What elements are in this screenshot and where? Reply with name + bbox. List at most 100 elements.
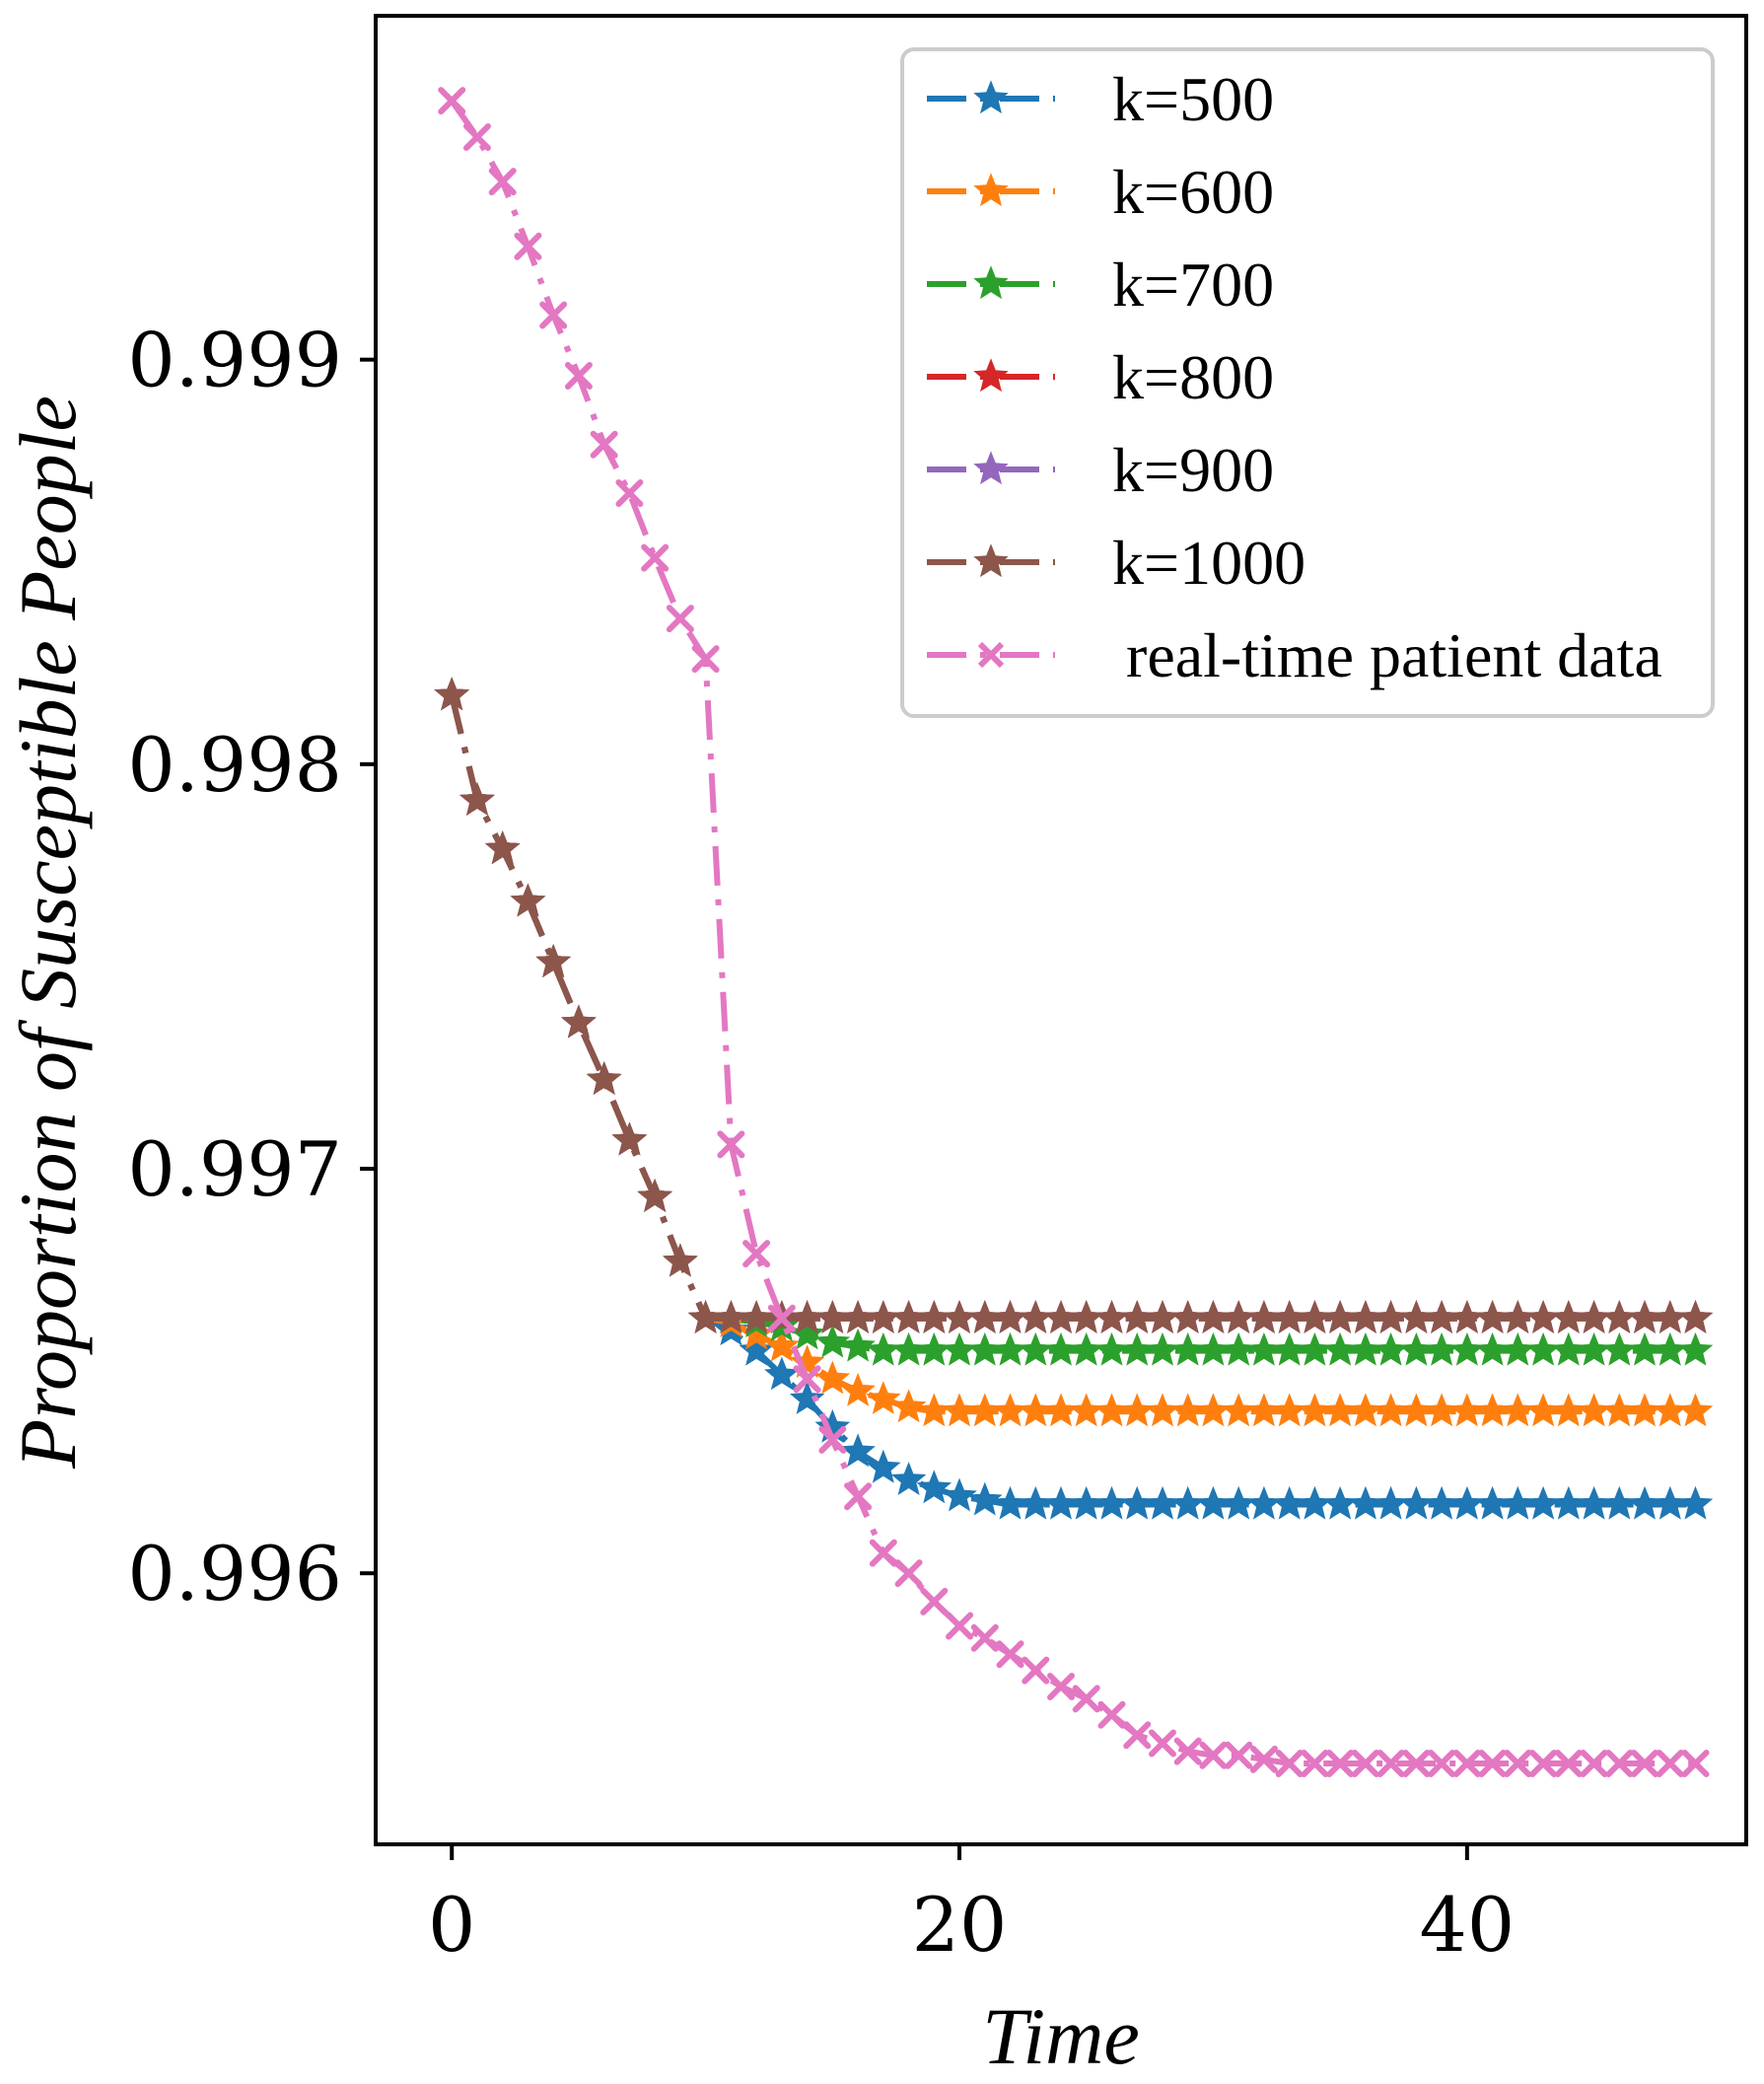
data-point [590, 430, 618, 459]
series-line [449, 694, 1696, 1322]
data-point [920, 1587, 949, 1616]
data-point [717, 1130, 745, 1159]
data-point [1123, 1721, 1152, 1750]
data-point [840, 1372, 876, 1406]
data-point [1580, 1749, 1608, 1777]
y-tick-label: 0.998 [127, 721, 342, 809]
data-point [742, 1240, 771, 1268]
data-point [535, 944, 571, 978]
data-point [1225, 1741, 1253, 1769]
data-point [561, 1004, 597, 1039]
data-point [890, 1389, 927, 1423]
data-point [1351, 1749, 1379, 1777]
data-point [462, 123, 491, 152]
data-point [840, 1433, 876, 1468]
data-point [739, 1331, 774, 1366]
data-point [894, 1559, 923, 1588]
data-point [793, 1365, 821, 1394]
data-point [1554, 1749, 1583, 1777]
data-point [1681, 1749, 1710, 1777]
legend-box [900, 47, 1715, 718]
data-point [1656, 1749, 1684, 1777]
series-k-1000 [434, 677, 1714, 1333]
data-point [789, 1381, 825, 1414]
data-point [916, 1470, 953, 1504]
x-tick-label: 40 [1419, 1881, 1515, 1969]
data-point [438, 87, 466, 115]
legend-entry: k=600 [927, 157, 1274, 227]
data-point [1097, 1700, 1126, 1729]
series-line [449, 694, 1696, 1508]
data-point [1452, 1749, 1481, 1777]
plot-frame [374, 14, 1748, 1846]
legend-entry: k=500 [927, 64, 1274, 134]
data-point [1504, 1749, 1532, 1777]
data-point [866, 1449, 901, 1483]
data-point [514, 232, 542, 260]
data-point [764, 1328, 800, 1362]
data-point [866, 1381, 901, 1414]
legend-marker [973, 451, 1009, 485]
data-point [814, 1324, 851, 1358]
data-point [1047, 1673, 1075, 1701]
data-point [1402, 1749, 1431, 1777]
data-point [564, 362, 593, 391]
data-point [1529, 1749, 1558, 1777]
data-point [641, 543, 670, 572]
data-point [1376, 1749, 1405, 1777]
legend-label: k=700 [1112, 250, 1274, 320]
x-tick-label: 20 [912, 1881, 1008, 1969]
legend-marker [973, 173, 1009, 207]
data-point [1677, 1300, 1714, 1333]
data-point [942, 1477, 977, 1512]
data-point [484, 830, 521, 865]
legend-label: k=600 [1112, 157, 1274, 227]
x-tick-label: 0 [428, 1881, 475, 1969]
data-point [1173, 1737, 1202, 1765]
plot-area [434, 87, 1714, 1777]
data-point [869, 1539, 897, 1567]
data-point [814, 1360, 851, 1395]
data-point [767, 1304, 796, 1332]
legend-marker [973, 358, 1009, 393]
data-point [1275, 1749, 1304, 1777]
y-tick-label: 0.997 [127, 1125, 342, 1213]
data-point [1301, 1749, 1329, 1777]
data-point [970, 1623, 999, 1652]
data-point [946, 1612, 974, 1640]
data-point [586, 1061, 622, 1095]
data-point [844, 1482, 873, 1511]
data-point [663, 1243, 698, 1277]
data-point [691, 645, 720, 674]
data-point [611, 1121, 648, 1156]
legend-marker [973, 80, 1009, 114]
legend-entry: k=1000 [927, 528, 1305, 598]
data-point [1148, 1729, 1176, 1758]
legend-marker [973, 265, 1009, 300]
legend-marker [973, 543, 1009, 578]
legend-entry: k=700 [927, 250, 1274, 320]
data-point [1605, 1749, 1634, 1777]
data-point [1677, 1393, 1714, 1427]
legend-label: real-time patient data [1126, 620, 1662, 690]
data-point [764, 1356, 800, 1391]
data-point [1022, 1656, 1050, 1685]
data-point [637, 1179, 672, 1212]
data-point [1326, 1749, 1355, 1777]
legend-entry: k=900 [927, 435, 1274, 505]
data-point [1072, 1685, 1100, 1713]
data-point [459, 782, 495, 816]
data-point [840, 1328, 876, 1362]
data-point [1249, 1745, 1278, 1773]
data-point [789, 1316, 825, 1350]
y-tick-label: 0.996 [127, 1530, 342, 1617]
data-point [1631, 1749, 1659, 1777]
data-point [818, 1425, 847, 1454]
series-real-time-patient-data [438, 87, 1710, 1777]
data-point [434, 677, 469, 711]
y-tick-label: 0.999 [127, 317, 342, 404]
legend-marker [977, 641, 1005, 669]
y-axis-label: Proportion of Susceptible People [3, 395, 93, 1470]
legend-entry: k=800 [927, 342, 1274, 412]
